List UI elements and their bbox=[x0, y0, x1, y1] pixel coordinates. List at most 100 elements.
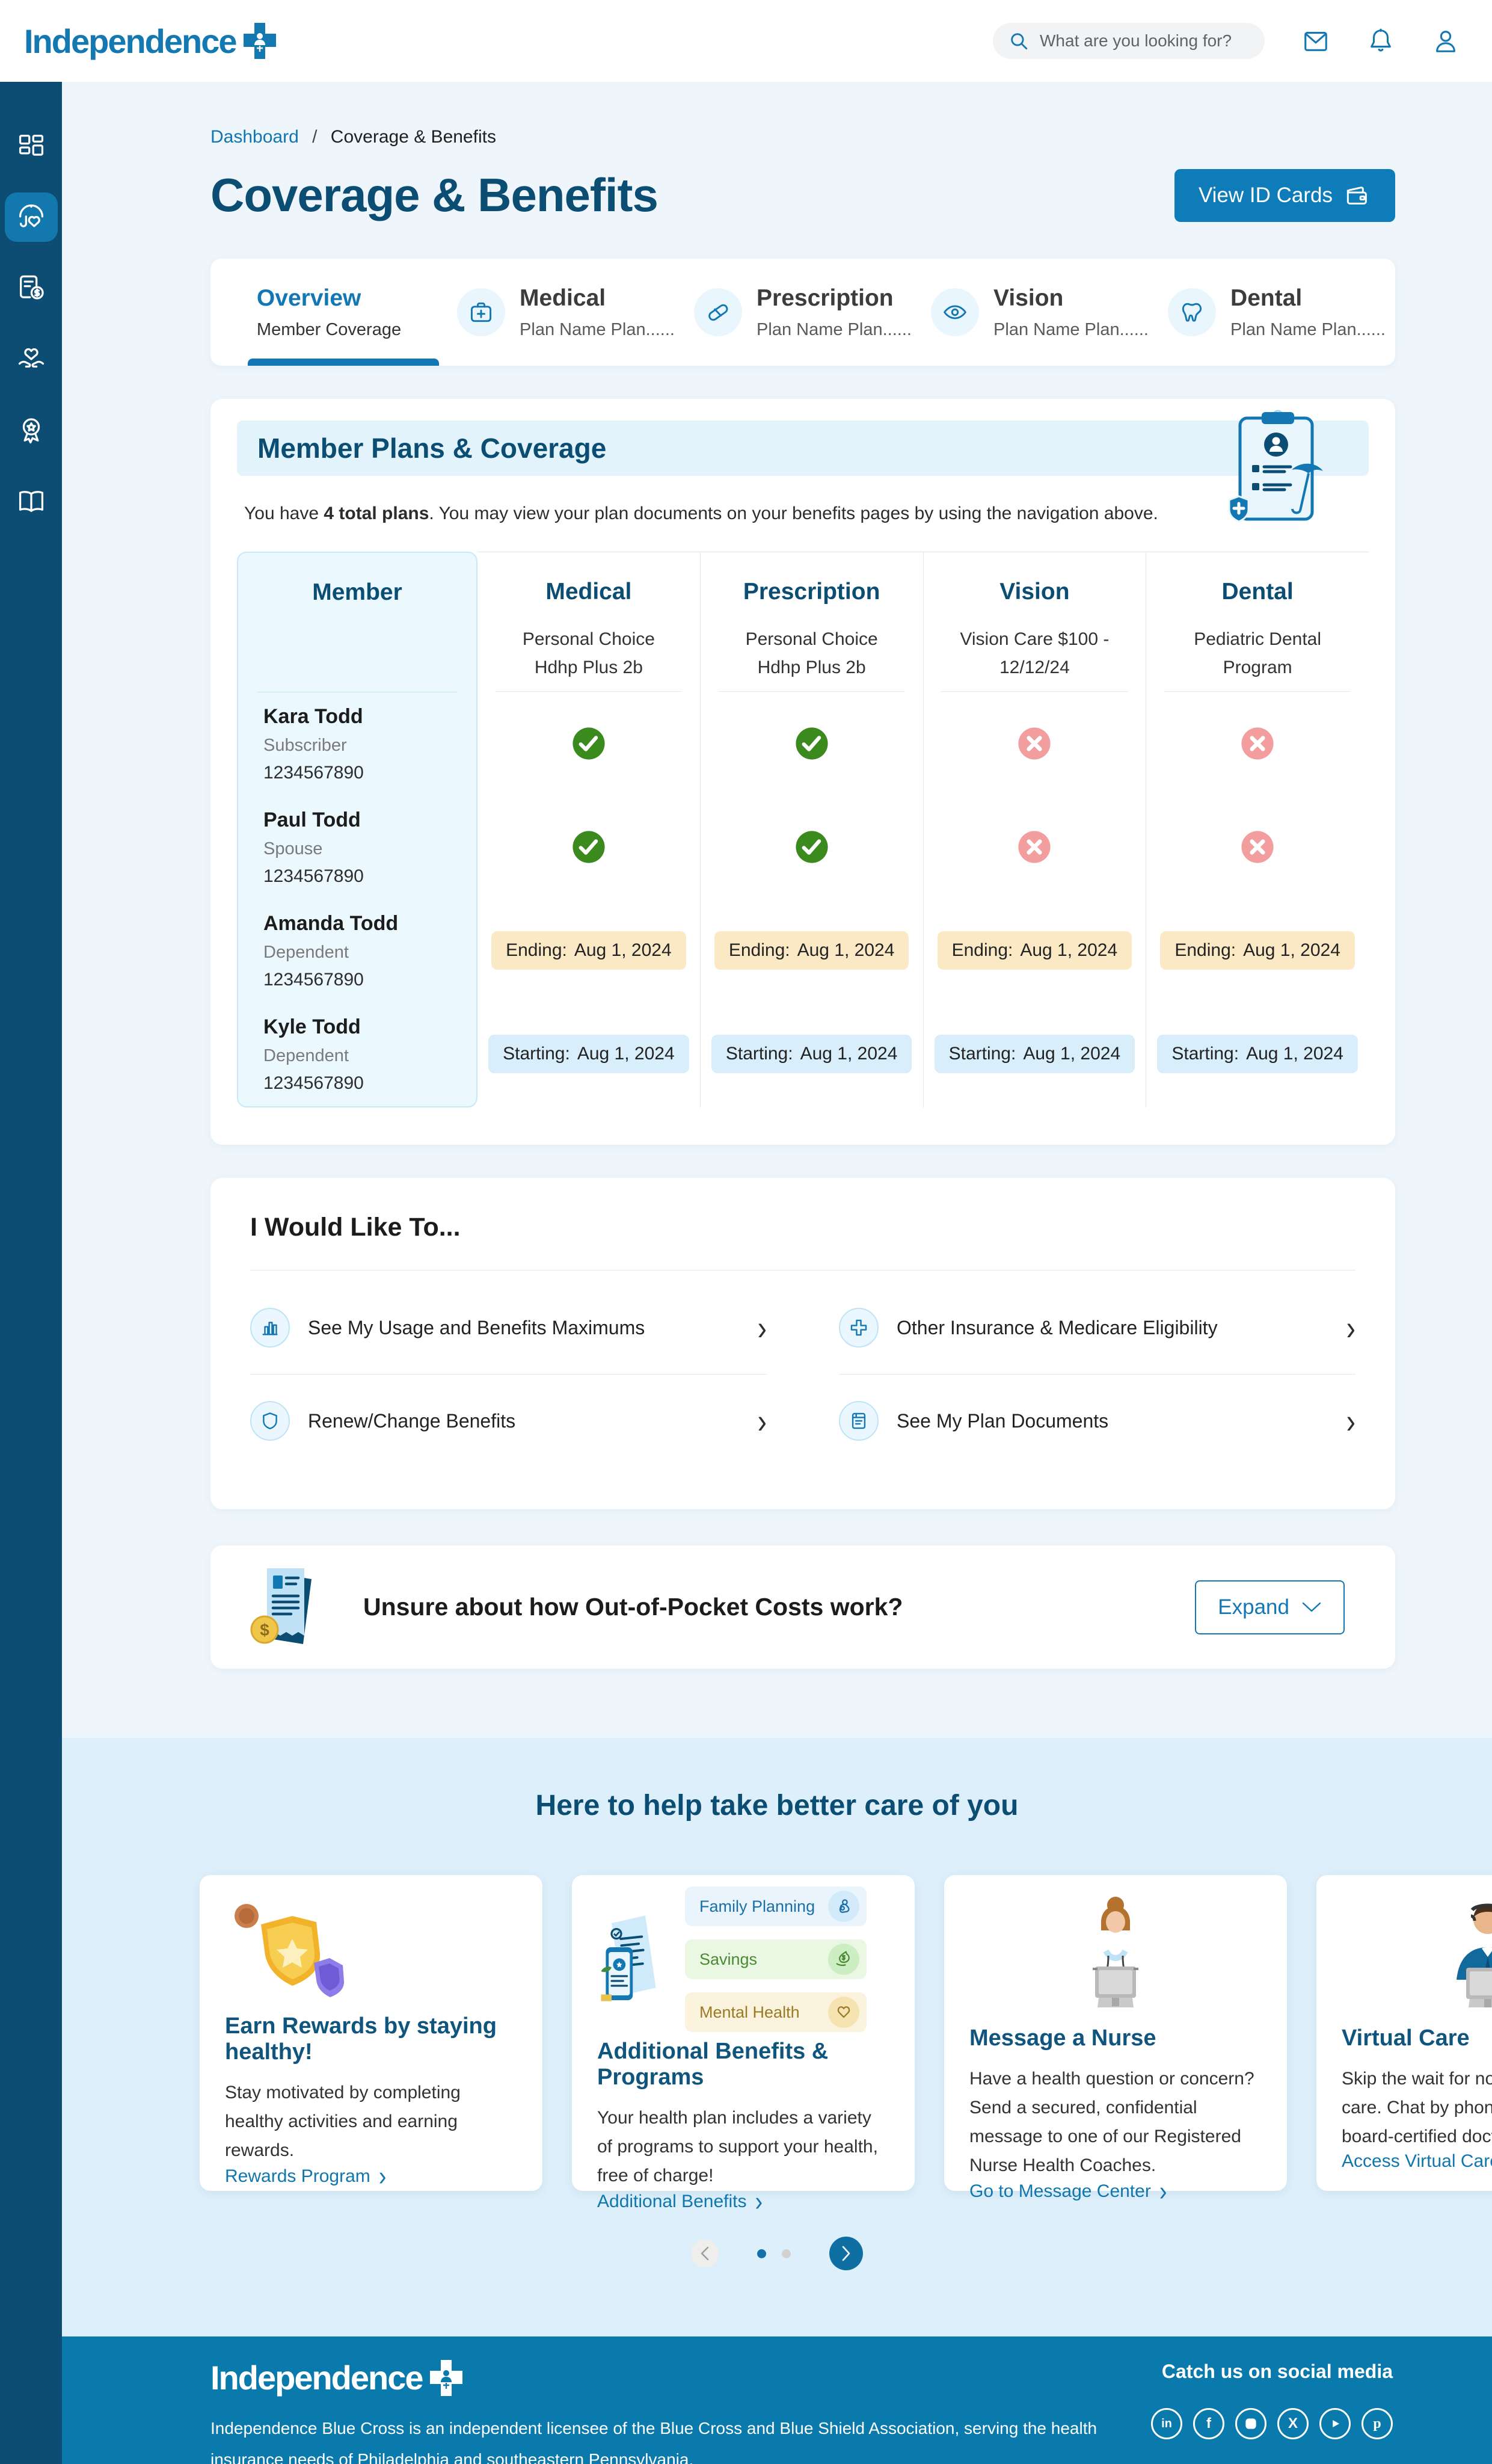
card-additional-benefits: Family Planning Savings Mental Health bbox=[572, 1875, 915, 2216]
link-usage-benefits-maximums[interactable]: See My Usage and Benefits Maximums › bbox=[250, 1281, 767, 1375]
carousel-prev-button[interactable] bbox=[691, 2240, 719, 2267]
expand-button[interactable]: Expand bbox=[1195, 1580, 1345, 1634]
page-title: Coverage & Benefits bbox=[210, 168, 659, 221]
sidebar-item-dashboard[interactable] bbox=[5, 122, 58, 171]
rewards-program-link[interactable]: Rewards Program › bbox=[225, 2161, 387, 2192]
breadcrumb: Dashboard / Coverage & Benefits bbox=[210, 127, 1395, 147]
plans-intro-text: You have 4 total plans. You may view you… bbox=[244, 504, 1158, 523]
covered-check-icon bbox=[573, 831, 605, 863]
pill-icon bbox=[708, 304, 728, 321]
notifications-bell-icon[interactable] bbox=[1367, 27, 1395, 55]
status-cell: Starting: Aug 1, 2024 bbox=[477, 1002, 700, 1106]
sidebar-item-rewards[interactable] bbox=[5, 405, 58, 455]
carousel-dot-2[interactable] bbox=[782, 2249, 791, 2258]
tab-overview-sublabel: Member Coverage bbox=[256, 319, 402, 339]
tab-dental-label: Dental bbox=[1230, 285, 1303, 311]
ending-chip: Ending: Aug 1, 2024 bbox=[491, 931, 686, 970]
i-would-like-to-title: I Would Like To... bbox=[250, 1213, 461, 1242]
breadcrumb-dashboard-link[interactable]: Dashboard bbox=[210, 127, 299, 147]
link-see-plan-documents[interactable]: See My Plan Documents › bbox=[839, 1375, 1355, 1467]
chevron-right-icon: › bbox=[755, 2186, 763, 2217]
out-of-pocket-card: $ Unsure about how Out-of-Pocket Costs w… bbox=[210, 1545, 1395, 1669]
carousel-next-button[interactable] bbox=[829, 2237, 863, 2270]
receipt-dollar-illustration: $ bbox=[250, 1568, 312, 1644]
vision-plan-name: Vision Care $100 - 12/12/24 bbox=[960, 629, 1110, 677]
member-row-paul: Paul Todd Spouse 1234567890 bbox=[263, 808, 364, 886]
tab-dental[interactable]: Dental Plan Name Plan...... bbox=[1158, 259, 1395, 366]
top-header: Independence bbox=[0, 0, 1492, 82]
care-cards-carousel: Earn Rewards by staying healthy! Stay mo… bbox=[62, 1875, 1492, 2216]
chip-savings: Savings bbox=[685, 1939, 867, 1979]
status-cell bbox=[924, 795, 1146, 899]
access-virtual-care-link[interactable]: Access Virtual Care bbox=[1342, 2151, 1492, 2171]
card-body: Stay motivated by completing healthy act… bbox=[225, 2083, 461, 2160]
col-header-member: Member bbox=[312, 579, 402, 605]
medical-cross-icon bbox=[850, 1319, 867, 1336]
medical-column: Medical Personal Choice Hdhp Plus 2b End… bbox=[477, 552, 701, 1107]
facebook-icon[interactable]: f bbox=[1193, 2408, 1224, 2439]
chevron-right-icon: › bbox=[1346, 1308, 1355, 1348]
blue-cross-icon bbox=[243, 23, 276, 59]
view-id-cards-label: View ID Cards bbox=[1198, 183, 1333, 207]
instagram-icon[interactable] bbox=[1235, 2408, 1266, 2439]
svg-text:$: $ bbox=[260, 1621, 269, 1639]
sidebar-item-claims-spending[interactable] bbox=[5, 263, 58, 313]
linkedin-icon[interactable]: in bbox=[1151, 2408, 1182, 2439]
medical-kit-icon bbox=[470, 302, 492, 322]
member-row-amanda: Amanda Todd Dependent 1234567890 bbox=[263, 912, 399, 990]
ending-chip: Ending: Aug 1, 2024 bbox=[714, 931, 909, 970]
carousel-dot-1-active[interactable] bbox=[757, 2249, 766, 2258]
hands-heart-icon bbox=[18, 348, 44, 368]
dental-column: Dental Pediatric Dental Program Ending: A… bbox=[1146, 552, 1369, 1107]
tab-vision[interactable]: Vision Plan Name Plan...... bbox=[921, 259, 1158, 366]
tab-prescription[interactable]: Prescription Plan Name Plan...... bbox=[684, 259, 921, 366]
open-book-icon bbox=[19, 491, 43, 513]
active-tab-indicator bbox=[248, 359, 439, 366]
independence-logo[interactable]: Independence bbox=[24, 22, 277, 61]
member-plans-card: Member Plans & Coverage bbox=[210, 399, 1395, 1145]
tab-overview[interactable]: Overview Member Coverage bbox=[210, 259, 447, 366]
logo-wordmark: Independence bbox=[24, 22, 238, 60]
message-center-link[interactable]: Go to Message Center › bbox=[969, 2176, 1167, 2207]
dental-plan-name: Pediatric Dental Program bbox=[1194, 629, 1322, 677]
status-cell bbox=[924, 692, 1146, 795]
blue-cross-icon-white bbox=[429, 2359, 462, 2396]
medical-plan-name: Personal Choice Hdhp Plus 2b bbox=[522, 629, 655, 677]
youtube-icon[interactable] bbox=[1319, 2408, 1351, 2439]
mail-icon[interactable] bbox=[1302, 27, 1330, 55]
tab-overview-label: Overview bbox=[256, 285, 361, 311]
tab-medical[interactable]: Medical Plan Name Plan...... bbox=[447, 259, 684, 366]
search-icon bbox=[1011, 33, 1028, 50]
pinterest-icon[interactable]: p bbox=[1362, 2408, 1393, 2439]
rewards-medal-illustration bbox=[235, 1904, 345, 1997]
sidebar-item-coverage-benefits[interactable] bbox=[4, 192, 58, 242]
status-cell bbox=[1146, 692, 1369, 795]
status-cell bbox=[1146, 795, 1369, 899]
view-id-cards-button[interactable]: View ID Cards bbox=[1174, 168, 1395, 222]
x-twitter-icon[interactable]: X bbox=[1277, 2408, 1309, 2439]
starting-chip: Starting: Aug 1, 2024 bbox=[934, 1035, 1135, 1073]
link-other-insurance-medicare[interactable]: Other Insurance & Medicare Eligibility › bbox=[839, 1281, 1355, 1375]
search-input[interactable] bbox=[1040, 31, 1244, 51]
chip-mental-health: Mental Health bbox=[685, 1992, 867, 2032]
footer-disclaimer: Independence Blue Cross is an independen… bbox=[210, 2419, 1098, 2464]
tab-prescription-label: Prescription bbox=[757, 285, 894, 311]
tab-medical-sublabel: Plan Name Plan...... bbox=[520, 319, 675, 339]
tab-vision-label: Vision bbox=[993, 285, 1064, 311]
sidebar-item-health-care[interactable] bbox=[5, 334, 58, 384]
status-cell bbox=[701, 692, 923, 795]
chevron-right-icon: › bbox=[757, 1308, 767, 1348]
additional-benefits-link[interactable]: Additional Benefits › bbox=[597, 2186, 763, 2217]
col-header-vision: Vision bbox=[999, 579, 1070, 605]
global-search[interactable] bbox=[993, 23, 1265, 59]
sidebar-item-resources[interactable] bbox=[5, 476, 58, 526]
account-person-icon[interactable] bbox=[1432, 27, 1460, 55]
oop-question: Unsure about how Out-of-Pocket Costs wor… bbox=[363, 1593, 903, 1621]
heart-icon bbox=[837, 2006, 850, 2018]
link-renew-change-benefits[interactable]: Renew/Change Benefits › bbox=[250, 1375, 767, 1467]
status-cell: Starting: Aug 1, 2024 bbox=[701, 1002, 923, 1106]
savings-money-icon bbox=[836, 1951, 850, 1967]
covered-check-icon bbox=[573, 727, 605, 760]
footer-logo-wordmark: Independence bbox=[210, 2359, 424, 2397]
card-body: Skip the wait for non-emergency care. Ch… bbox=[1342, 2069, 1492, 2146]
